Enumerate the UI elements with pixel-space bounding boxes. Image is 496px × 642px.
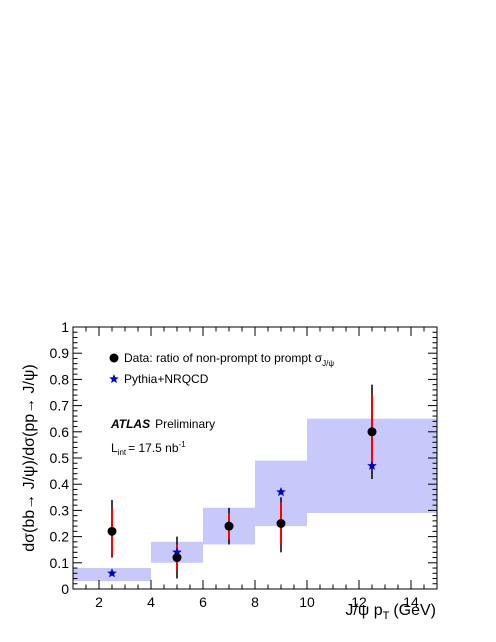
- y-tick-label: 0.6: [50, 424, 70, 440]
- legend-data-marker: [109, 353, 119, 363]
- x-axis-label-unit: (GeV): [393, 602, 436, 619]
- x-axis-label-sub: T: [383, 610, 390, 622]
- y-tick-label: 0.2: [50, 529, 70, 545]
- legend-star-marker: [109, 374, 119, 384]
- data-point-1: [172, 553, 182, 563]
- x-tick-label: 6: [199, 594, 207, 610]
- y-axis-label: dσ(bb→ J/ψ)/dσ(pp→ J/ψ): [21, 364, 38, 552]
- x-tick-label: 4: [147, 594, 155, 610]
- data-point-2: [224, 521, 234, 531]
- x-tick-label: 10: [299, 594, 315, 610]
- x-ticks: 2 4 6 8 10 12 14: [72, 327, 438, 610]
- x-axis-label: J/ψ pT (GeV): [345, 602, 436, 622]
- atlas-label: ATLAS: [110, 417, 150, 431]
- atlas-annotation: ATLAS Preliminary Lint = 17.5 nb-1: [110, 417, 215, 457]
- model-star-1: [172, 547, 182, 557]
- y-tick-label: 0.9: [50, 345, 70, 361]
- legend-model-label: Pythia+NRQCD: [124, 372, 209, 386]
- y-tick-label: 1: [61, 319, 69, 335]
- model-star-3: [276, 487, 286, 497]
- model-star-4: [367, 460, 377, 470]
- y-tick-label: 0.7: [50, 398, 70, 414]
- data-point-0: [107, 526, 117, 536]
- y-tick-label: 0.4: [50, 476, 70, 492]
- x-axis-label-main: J/ψ p: [345, 602, 382, 619]
- legend-data-label: Data: ratio of non-prompt to prompt σJ/ψ: [124, 351, 334, 368]
- y-tick-label: 0.8: [50, 371, 70, 387]
- y-ticks: 0 0.1 0.2 0.3 0.4 0.5 0.6 0.7 0.8 0.9 1: [50, 319, 437, 597]
- data-marks: [107, 384, 377, 579]
- model-star-0: [107, 568, 117, 578]
- x-tick-label: 12: [351, 594, 367, 610]
- y-tick-label: 0.1: [50, 555, 70, 571]
- luminosity-label: Lint = 17.5 nb-1: [111, 440, 186, 457]
- y-tick-label: 0.5: [50, 450, 70, 466]
- legend: Data: ratio of non-prompt to prompt σJ/ψ…: [109, 351, 334, 386]
- x-tick-label: 14: [403, 594, 419, 610]
- data-point-4: [367, 427, 377, 437]
- y-tick-label: 0.3: [50, 502, 70, 518]
- y-tick-label: 0: [61, 581, 69, 597]
- data-point-3: [276, 519, 286, 528]
- x-tick-label: 8: [251, 594, 259, 610]
- x-tick-label: 2: [95, 594, 103, 610]
- atlas-status: Preliminary: [155, 417, 215, 431]
